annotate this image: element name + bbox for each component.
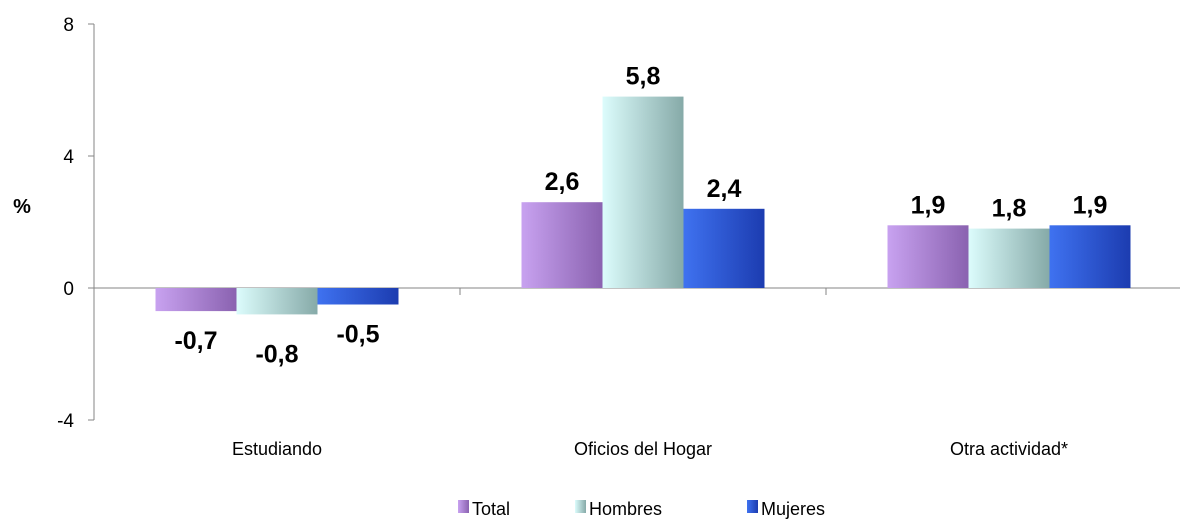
data-label: -0,5 [336,321,379,349]
legend-label-hombres: Hombres [589,499,662,519]
bar-total [887,225,969,288]
category-label: Oficios del Hogar [574,439,712,459]
bar-hombres [602,96,684,288]
y-tick-label: 0 [63,279,74,300]
bar-total [521,202,603,288]
legend-label-mujeres: Mujeres [761,499,825,519]
category-label: Otra actividad* [950,439,1068,459]
bar-mujeres [1049,225,1131,288]
y-tick-label: 8 [63,15,74,36]
data-label: 1,9 [911,191,946,219]
y-axis-label: % [13,196,31,218]
y-tick-label: 4 [63,147,74,168]
data-label: 2,4 [707,175,742,203]
data-label: -0,7 [174,327,217,355]
bar-total [155,288,237,312]
data-label: 5,8 [626,63,661,91]
bar-mujeres [683,208,765,288]
data-label: 1,8 [992,195,1027,223]
data-label: 2,6 [545,168,580,196]
legend-swatch-total [458,500,469,513]
data-label: -0,8 [255,340,298,368]
bar-hombres [968,228,1050,288]
y-tick-label: -4 [57,411,74,432]
legend-label-total: Total [472,499,510,519]
legend-swatch-hombres [575,500,586,513]
category-label: Estudiando [232,439,322,459]
bar-hombres [236,288,318,315]
bar-mujeres [317,288,399,305]
data-label: 1,9 [1073,191,1108,219]
legend-swatch-mujeres [747,500,758,513]
